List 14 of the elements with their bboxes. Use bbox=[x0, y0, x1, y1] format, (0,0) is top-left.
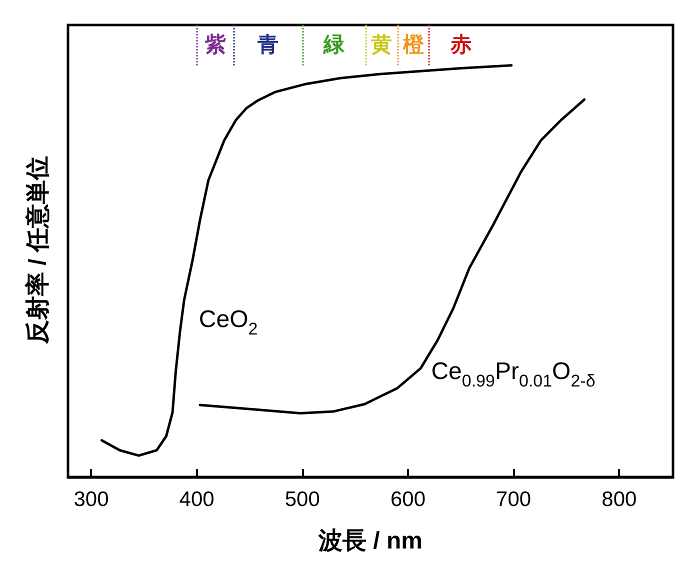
x-tick-label: 700 bbox=[496, 488, 532, 511]
ref-line-label: 緑 bbox=[322, 33, 346, 56]
ref-line-label: 赤 bbox=[449, 33, 472, 56]
x-tick-label: 400 bbox=[179, 488, 214, 511]
x-tick-label: 600 bbox=[390, 488, 426, 511]
x-axis-title: 波長 / nm bbox=[317, 528, 423, 554]
x-tick-label: 800 bbox=[602, 488, 637, 511]
ref-line-label: 青 bbox=[256, 33, 279, 56]
ref-line-label: 黄 bbox=[370, 33, 392, 56]
ref-line-label: 橙 bbox=[402, 33, 425, 56]
y-axis-title: 反射率 / 任意単位 bbox=[24, 156, 52, 346]
x-tick-label: 300 bbox=[74, 488, 109, 511]
ref-line-label: 紫 bbox=[204, 33, 226, 56]
x-tick-label: 500 bbox=[284, 488, 320, 511]
